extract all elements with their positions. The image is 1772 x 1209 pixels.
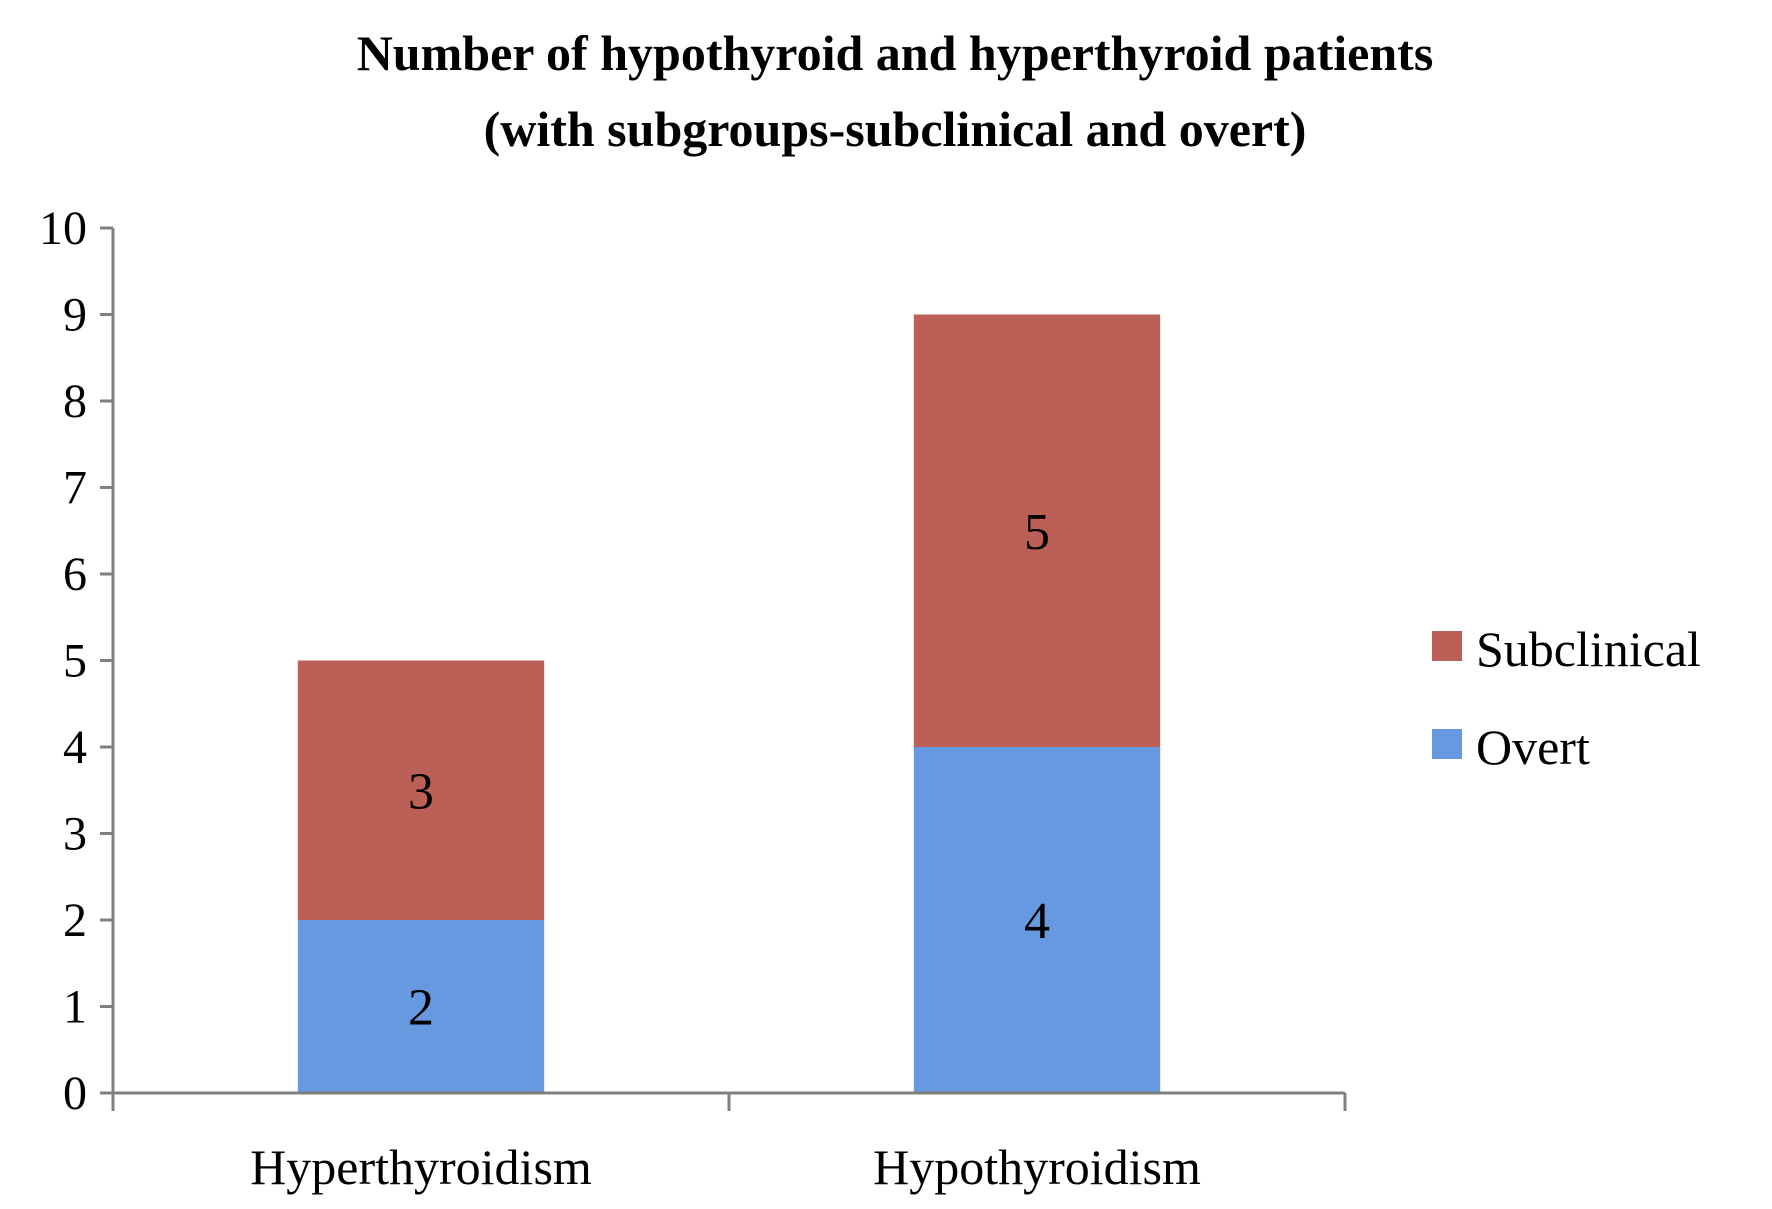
bars: 2 3 4 5 bbox=[297, 314, 1161, 1093]
data-label: 2 bbox=[408, 980, 434, 1037]
data-label: 3 bbox=[408, 763, 434, 820]
x-category-label: Hypothyroidism bbox=[873, 1139, 1201, 1195]
legend-swatch-overt bbox=[1432, 729, 1462, 759]
y-tick-label: 6 bbox=[63, 548, 87, 601]
y-tick-label: 2 bbox=[63, 894, 87, 947]
bar-segment-overt bbox=[913, 747, 1161, 1093]
y-tick-label: 10 bbox=[39, 202, 87, 255]
y-tick-label: 0 bbox=[63, 1067, 87, 1120]
legend-label-subclinical: Subclinical bbox=[1476, 621, 1701, 677]
y-tick-label: 5 bbox=[63, 635, 87, 688]
legend: Subclinical Overt bbox=[1432, 621, 1701, 775]
y-axis: 0 1 2 3 4 5 6 7 8 9 10 bbox=[39, 202, 115, 1120]
bar-segment-subclinical bbox=[297, 660, 545, 920]
y-tick-label: 3 bbox=[63, 808, 87, 861]
data-label: 4 bbox=[1024, 893, 1050, 950]
data-label: 5 bbox=[1024, 504, 1050, 561]
y-tick-label: 1 bbox=[63, 981, 87, 1034]
chart-subtitle: (with subgroups-subclinical and overt) bbox=[484, 101, 1307, 157]
bar-segment-subclinical bbox=[913, 314, 1161, 747]
y-tick-label: 7 bbox=[63, 462, 87, 515]
bar-segment-overt bbox=[297, 920, 545, 1093]
y-tick-label: 4 bbox=[63, 721, 87, 774]
x-category-label: Hyperthyroidism bbox=[250, 1139, 592, 1195]
x-axis: Hyperthyroidism Hypothyroidism bbox=[111, 1091, 1347, 1195]
legend-swatch-subclinical bbox=[1432, 631, 1462, 661]
chart-title: Number of hypothyroid and hyperthyroid p… bbox=[357, 25, 1434, 81]
y-tick-label: 9 bbox=[63, 289, 87, 342]
y-tick-label: 8 bbox=[63, 375, 87, 428]
legend-label-overt: Overt bbox=[1476, 719, 1590, 775]
